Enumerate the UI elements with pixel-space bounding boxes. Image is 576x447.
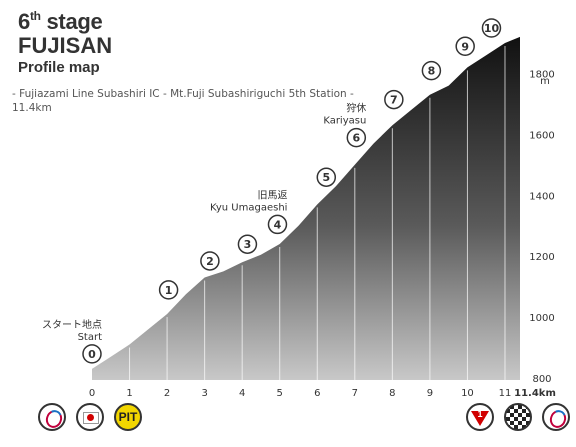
route-description: - Fujiazami Line Subashiri IC - Mt.Fuji … bbox=[12, 88, 354, 114]
x-tick-label: 9 bbox=[427, 388, 433, 399]
waypoint-number: 9 bbox=[461, 40, 469, 53]
waypoint-marker bbox=[316, 167, 337, 187]
x-tick-label: 4 bbox=[239, 388, 245, 399]
waypoint-number: 2 bbox=[206, 255, 214, 268]
waypoint-number: 3 bbox=[244, 238, 252, 251]
pit-icon: PIT bbox=[114, 403, 142, 431]
stage-title: 6th stage bbox=[18, 9, 103, 34]
elevation-area bbox=[92, 36, 520, 381]
waypoint-marker bbox=[82, 344, 102, 364]
waypoint-label-jp: 狩休 bbox=[346, 102, 366, 115]
waypoint-label-jp: 旧馬返 bbox=[257, 189, 287, 201]
waypoint-marker bbox=[267, 214, 288, 235]
waypoint-marker bbox=[384, 89, 404, 110]
y-tick-label: 1400 bbox=[529, 191, 554, 202]
y-tick-label: 1200 bbox=[529, 252, 554, 263]
x-tick-label: 7 bbox=[352, 388, 358, 399]
x-tick-label: 6 bbox=[314, 388, 320, 399]
x-end-label: 11.4km bbox=[514, 388, 556, 399]
waypoint-marker bbox=[455, 36, 475, 57]
y-tick-label: 1000 bbox=[529, 313, 554, 324]
waypoint-marker bbox=[346, 127, 367, 148]
finish-flag-icon bbox=[504, 403, 532, 431]
x-tick-label: 5 bbox=[277, 388, 283, 399]
x-tick-label: 0 bbox=[89, 388, 95, 399]
waypoint-label: Start bbox=[78, 332, 103, 343]
x-tick-label: 3 bbox=[201, 388, 207, 399]
ring-logo-icon-right bbox=[542, 403, 570, 431]
chart-subtitle: Profile map bbox=[18, 59, 100, 76]
y-unit-label: m bbox=[540, 76, 550, 87]
x-tick-label: 11 bbox=[499, 388, 512, 399]
1km-to-go-icon: 1 bbox=[466, 403, 494, 431]
waypoint-marker bbox=[237, 234, 258, 254]
waypoint-number: 10 bbox=[484, 22, 500, 35]
x-tick-label: 8 bbox=[389, 388, 395, 399]
waypoint-number: 7 bbox=[390, 94, 398, 107]
waypoint-number: 4 bbox=[274, 218, 282, 231]
waypoint-number: 5 bbox=[322, 171, 330, 184]
waypoint-number: 0 bbox=[88, 348, 96, 361]
y-tick-label: 800 bbox=[532, 374, 551, 385]
waypoint-label: Kyu Umagaeshi bbox=[210, 202, 287, 213]
stage-name: FUJISAN bbox=[18, 33, 113, 58]
waypoint-marker bbox=[481, 18, 502, 38]
ring-logo-icon bbox=[38, 403, 66, 431]
y-tick-label: 1800 bbox=[529, 69, 554, 80]
x-tick-label: 2 bbox=[164, 388, 170, 399]
waypoint-number: 1 bbox=[165, 284, 173, 297]
waypoint-marker bbox=[200, 251, 220, 271]
waypoint-marker bbox=[158, 280, 179, 300]
waypoint-number: 8 bbox=[428, 65, 436, 78]
title-block: 6th stage FUJISAN Profile map bbox=[18, 4, 112, 78]
waypoint-number: 6 bbox=[352, 132, 360, 145]
waypoint-marker bbox=[421, 60, 442, 81]
waypoint-label-jp: スタート地点 bbox=[42, 318, 102, 331]
waypoint-label: Kariyasu bbox=[323, 116, 366, 127]
x-tick-label: 1 bbox=[126, 388, 132, 399]
x-tick-label: 10 bbox=[461, 388, 474, 399]
y-tick-label: 1600 bbox=[529, 130, 554, 141]
japan-flag-icon bbox=[76, 403, 104, 431]
